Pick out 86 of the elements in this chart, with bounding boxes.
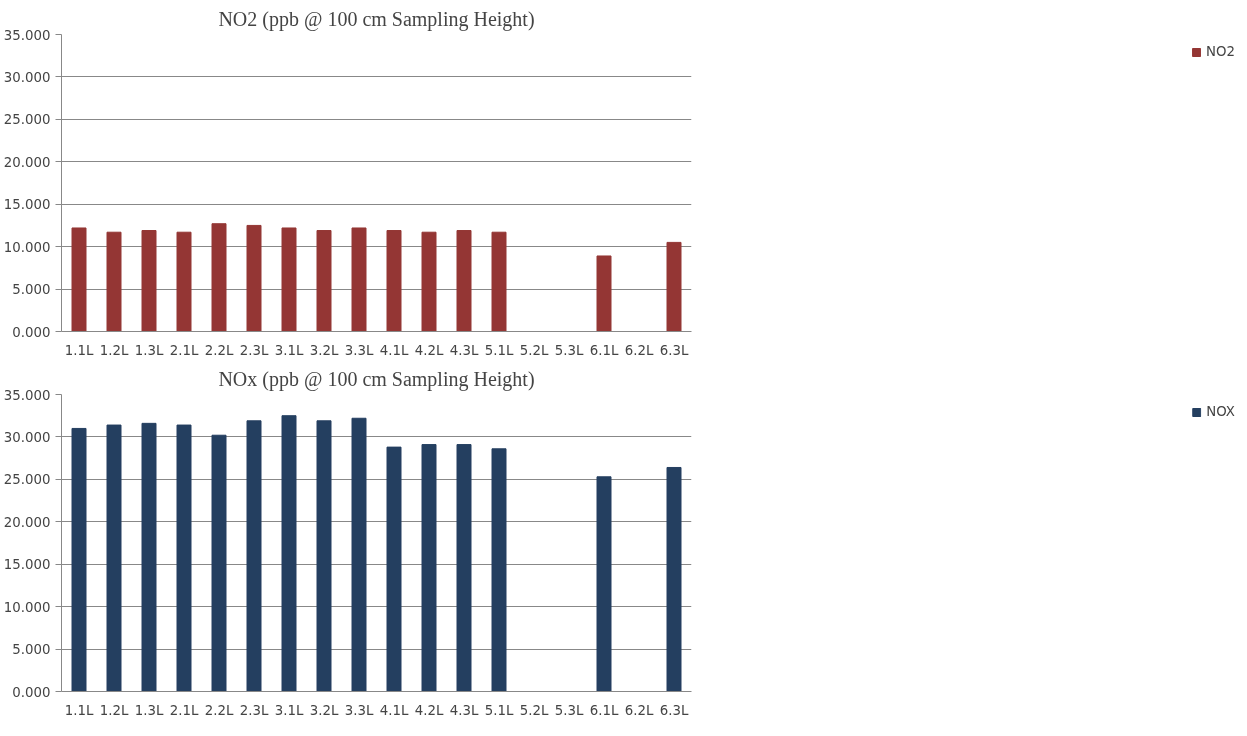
y-tick-label: 5.000 — [12, 282, 51, 298]
legend-label: NOX — [1206, 404, 1235, 419]
bar — [106, 424, 122, 692]
x-tick-label: 4.3L — [449, 702, 479, 718]
bar — [491, 231, 507, 332]
bar — [281, 227, 297, 332]
x-tick-label: 6.3L — [659, 342, 689, 358]
y-tick-label: 0.000 — [12, 684, 51, 700]
x-tick-label: 5.3L — [554, 702, 584, 718]
bar — [211, 434, 227, 692]
x-tick-label: 6.2L — [624, 702, 654, 718]
y-tick-label: 35.000 — [3, 387, 51, 403]
x-tick-label: 2.2L — [204, 342, 234, 358]
bar — [421, 231, 437, 332]
bar — [351, 227, 367, 332]
bar — [456, 230, 472, 332]
x-tick-label: 4.1L — [379, 342, 409, 358]
bar — [596, 255, 612, 332]
x-tick-label: 4.1L — [379, 702, 409, 718]
x-tick-label: 6.2L — [624, 342, 654, 358]
x-tick-label: 3.3L — [344, 702, 374, 718]
x-tick-label: 3.1L — [274, 342, 304, 358]
bar — [246, 420, 262, 692]
x-tick-label: 1.2L — [99, 702, 129, 718]
bar — [596, 476, 612, 692]
bar — [176, 424, 192, 692]
bar — [246, 224, 262, 332]
x-tick-label: 5.1L — [484, 702, 514, 718]
bar — [491, 448, 507, 692]
bar — [141, 230, 157, 332]
x-tick-label: 1.1L — [64, 702, 94, 718]
x-tick-label: 5.1L — [484, 342, 514, 358]
x-tick-label: 2.3L — [239, 342, 269, 358]
y-tick-label: 30.000 — [3, 429, 51, 445]
y-tick-label: 5.000 — [12, 642, 51, 658]
bar — [176, 231, 192, 332]
legend-label: NO2 — [1206, 44, 1235, 59]
bar — [211, 223, 227, 332]
x-tick-label: 4.3L — [449, 342, 479, 358]
x-tick-label: 2.1L — [169, 702, 199, 718]
bar — [351, 417, 367, 692]
y-tick-label: 15.000 — [3, 197, 51, 213]
bar — [456, 444, 472, 692]
x-tick-label: 5.2L — [519, 702, 549, 718]
bar — [386, 230, 402, 332]
chart-title: NOx (ppb @ 100 cm Sampling Height) — [218, 367, 535, 391]
x-tick-label: 3.2L — [309, 702, 339, 718]
x-tick-label: 6.3L — [659, 702, 689, 718]
bar — [666, 241, 682, 332]
x-tick-label: 2.1L — [169, 342, 199, 358]
y-tick-label: 35.000 — [3, 27, 51, 43]
y-tick-label: 20.000 — [3, 154, 51, 170]
bar — [141, 422, 157, 692]
x-tick-label: 6.1L — [589, 342, 619, 358]
x-tick-label: 2.3L — [239, 702, 269, 718]
x-tick-label: 2.2L — [204, 702, 234, 718]
x-tick-label: 3.3L — [344, 342, 374, 358]
x-tick-label: 1.3L — [134, 342, 164, 358]
bar — [71, 427, 87, 692]
y-tick-label: 10.000 — [3, 239, 51, 255]
y-tick-label: 25.000 — [3, 472, 51, 488]
x-tick-label: 1.3L — [134, 702, 164, 718]
x-tick-label: 6.1L — [589, 702, 619, 718]
y-tick-label: 10.000 — [3, 599, 51, 615]
bar — [421, 444, 437, 692]
x-tick-label: 3.2L — [309, 342, 339, 358]
y-tick-label: 15.000 — [3, 557, 51, 573]
bar — [386, 446, 402, 692]
x-tick-label: 4.2L — [414, 342, 444, 358]
x-tick-label: 4.2L — [414, 702, 444, 718]
x-tick-label: 3.1L — [274, 702, 304, 718]
x-tick-label: 5.3L — [554, 342, 584, 358]
bar — [316, 420, 332, 692]
bar — [666, 466, 682, 692]
y-tick-label: 20.000 — [3, 514, 51, 530]
x-tick-label: 1.2L — [99, 342, 129, 358]
chart-title: NO2 (ppb @ 100 cm Sampling Height) — [218, 7, 535, 31]
bar — [106, 231, 122, 332]
y-tick-label: 0.000 — [12, 324, 51, 340]
bar — [71, 227, 87, 332]
bar — [316, 230, 332, 332]
bar — [281, 415, 297, 692]
x-tick-label: 1.1L — [64, 342, 94, 358]
y-tick-label: 30.000 — [3, 69, 51, 85]
x-tick-label: 5.2L — [519, 342, 549, 358]
y-tick-label: 25.000 — [3, 112, 51, 128]
